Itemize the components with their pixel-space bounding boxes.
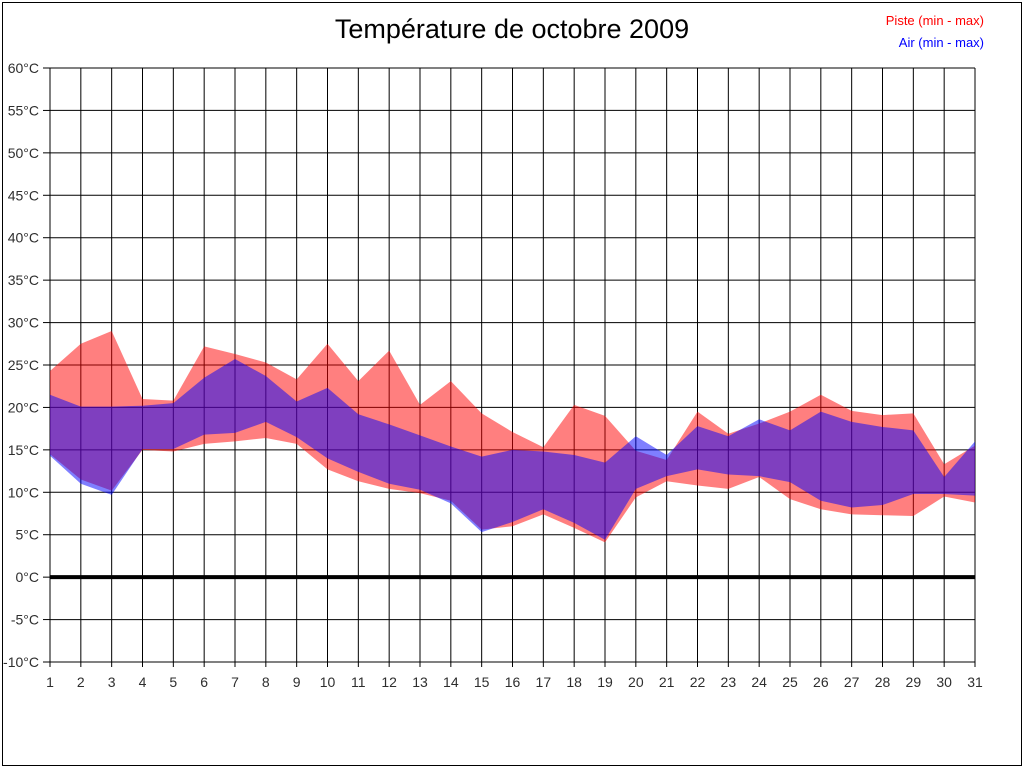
chart-title: Température de octobre 2009	[334, 14, 690, 44]
svg-text:26: 26	[813, 674, 829, 690]
svg-text:8: 8	[262, 674, 270, 690]
svg-text:29: 29	[906, 674, 922, 690]
svg-text:14: 14	[443, 674, 459, 690]
svg-text:23: 23	[721, 674, 737, 690]
legend-item-air: Air (min - max)	[898, 35, 984, 50]
band-air	[50, 359, 975, 540]
svg-text:55°C: 55°C	[8, 102, 39, 118]
svg-text:22: 22	[690, 674, 706, 690]
svg-text:13: 13	[412, 674, 428, 690]
svg-text:1: 1	[46, 674, 54, 690]
svg-text:25: 25	[782, 674, 798, 690]
svg-text:5: 5	[169, 674, 177, 690]
svg-text:12: 12	[381, 674, 397, 690]
svg-text:21: 21	[659, 674, 675, 690]
svg-text:17: 17	[536, 674, 552, 690]
svg-text:30°C: 30°C	[8, 315, 39, 331]
svg-text:4: 4	[139, 674, 147, 690]
svg-text:2: 2	[77, 674, 85, 690]
svg-text:60°C: 60°C	[8, 60, 39, 76]
svg-text:16: 16	[505, 674, 521, 690]
svg-text:40°C: 40°C	[8, 230, 39, 246]
svg-text:28: 28	[875, 674, 891, 690]
grid	[43, 67, 976, 667]
legend-item-piste: Piste (min - max)	[885, 13, 984, 28]
svg-text:35°C: 35°C	[8, 272, 39, 288]
svg-text:24: 24	[751, 674, 767, 690]
axis-labels: 60°C55°C50°C45°C40°C35°C30°C25°C20°C15°C…	[3, 60, 983, 690]
svg-text:11: 11	[351, 674, 366, 690]
svg-text:5°C: 5°C	[16, 527, 40, 543]
band-piste	[50, 331, 975, 543]
svg-text:20°C: 20°C	[8, 399, 39, 415]
legend: Piste (min - max) Air (min - max)	[886, 10, 984, 54]
svg-text:10°C: 10°C	[8, 484, 39, 500]
svg-text:30: 30	[936, 674, 952, 690]
svg-text:19: 19	[597, 674, 613, 690]
svg-text:25°C: 25°C	[8, 357, 39, 373]
svg-text:0°C: 0°C	[16, 569, 40, 585]
svg-text:3: 3	[108, 674, 116, 690]
svg-text:27: 27	[844, 674, 860, 690]
svg-text:7: 7	[231, 674, 239, 690]
svg-text:31: 31	[967, 674, 983, 690]
svg-text:-10°C: -10°C	[3, 654, 39, 670]
svg-text:-5°C: -5°C	[11, 612, 39, 628]
svg-text:18: 18	[566, 674, 582, 690]
svg-text:9: 9	[293, 674, 301, 690]
svg-text:50°C: 50°C	[8, 145, 39, 161]
svg-text:45°C: 45°C	[8, 187, 39, 203]
svg-text:10: 10	[320, 674, 336, 690]
svg-text:15: 15	[474, 674, 490, 690]
svg-text:6: 6	[200, 674, 208, 690]
svg-text:15°C: 15°C	[8, 442, 39, 458]
svg-text:20: 20	[628, 674, 644, 690]
